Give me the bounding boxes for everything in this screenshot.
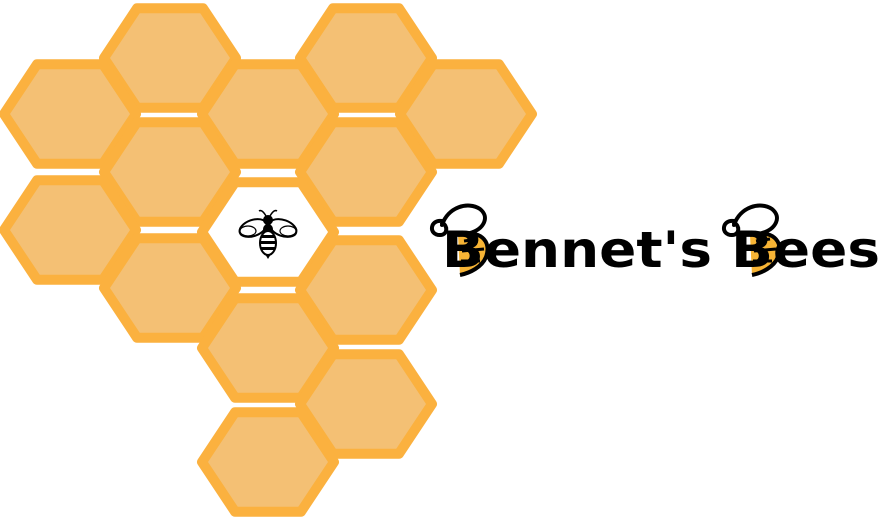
wordmark-text: Bennet's Bees: [442, 221, 880, 279]
honeycomb-hexagon: [0, 175, 141, 285]
bee-icon: [238, 209, 298, 259]
bee-letter-b-icon: [722, 203, 782, 277]
honeycomb-graphic: [0, 3, 537, 517]
wordmark: Bennet's Bees: [430, 203, 880, 279]
honeycomb-hexagon: [0, 59, 141, 169]
honeycomb-hexagon: [295, 117, 437, 227]
bee-letter-b-icon: [430, 203, 490, 277]
honeycomb-hexagon: [295, 235, 437, 345]
honeycomb-hexagon: [197, 407, 339, 517]
honeycomb-hexagon: [395, 59, 537, 169]
honeycomb-hexagon: [295, 349, 437, 459]
